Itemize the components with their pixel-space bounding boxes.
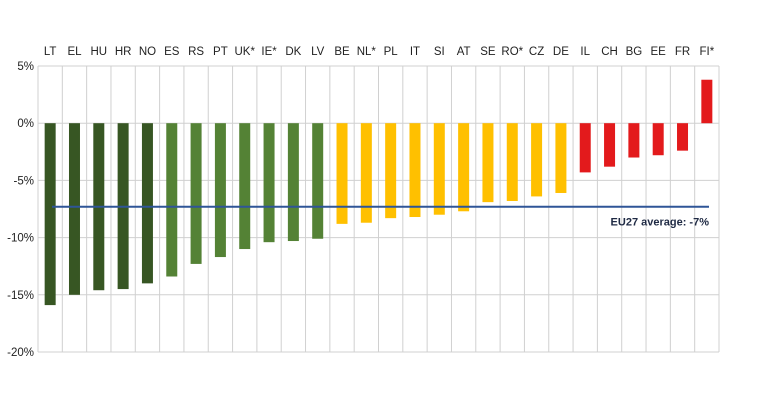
bar-el: [68, 123, 80, 295]
bar-ch: [604, 123, 616, 167]
bar-lv: [312, 123, 324, 239]
category-label: PL: [384, 46, 399, 58]
bar-si: [433, 123, 445, 215]
bar-at: [458, 123, 470, 212]
bar-il: [579, 123, 591, 173]
bar-pl: [385, 123, 397, 219]
y-tick-label: -10%: [7, 233, 34, 245]
bar-de: [555, 123, 567, 193]
bar-se: [482, 123, 494, 203]
y-tick-label: 5%: [17, 61, 34, 73]
bar-rs: [190, 123, 202, 264]
category-label: EL: [67, 46, 82, 58]
category-label: BG: [626, 46, 643, 58]
category-label: SI: [434, 46, 445, 58]
category-label: RO*: [501, 46, 523, 58]
y-tick-label: -20%: [7, 347, 34, 359]
category-label: IL: [580, 46, 590, 58]
bar-cz: [531, 123, 543, 197]
category-label: IT: [410, 46, 420, 58]
category-label: FI*: [699, 46, 714, 58]
category-label: DE: [553, 46, 569, 58]
bar-ie: [263, 123, 275, 243]
category-label: IE*: [261, 46, 277, 58]
category-label: BE: [334, 46, 350, 58]
bar-ee: [652, 123, 664, 156]
bar-nl: [360, 123, 372, 223]
category-label: LT: [44, 46, 57, 58]
bar-uk: [239, 123, 251, 250]
bar-fi: [701, 79, 713, 124]
grid: [37, 65, 720, 353]
y-axis-ticks: 5% 0% -5% -10% -15% -20%: [7, 61, 34, 359]
category-label: CZ: [529, 46, 544, 58]
category-label: NO: [139, 46, 156, 58]
category-label: EE: [651, 46, 667, 58]
category-label: HU: [90, 46, 107, 58]
category-label: ES: [164, 46, 180, 58]
category-label: FR: [675, 46, 690, 58]
category-label: RS: [188, 46, 204, 58]
bar-es: [166, 123, 178, 277]
bar-dk: [287, 123, 299, 242]
y-tick-label: -15%: [7, 290, 34, 302]
bar-pt: [214, 123, 226, 258]
category-label: AT: [457, 46, 471, 58]
category-label: DK: [285, 46, 301, 58]
bar-lt: [44, 123, 56, 306]
category-label: PT: [213, 46, 228, 58]
y-tick-label: 0%: [17, 118, 34, 130]
eu27-average-label: EU27 average: -7%: [611, 217, 710, 229]
category-label: SE: [480, 46, 496, 58]
category-label: UK*: [235, 46, 256, 58]
bar-fr: [677, 123, 689, 151]
bar-bg: [628, 123, 640, 158]
category-label: CH: [601, 46, 618, 58]
x-axis-labels: LT EL HU HR NO ES RS PT UK* IE* DK LV BE NL* PL IT SI AT S…: [44, 46, 715, 58]
category-label: LV: [311, 46, 325, 58]
bar-ro: [506, 123, 518, 201]
y-tick-label: -5%: [14, 175, 34, 187]
bar-be: [336, 123, 348, 224]
bars: [44, 79, 713, 306]
category-label: NL*: [357, 46, 377, 58]
category-label: HR: [115, 46, 132, 58]
bar-it: [409, 123, 421, 218]
bar-no: [141, 123, 153, 284]
